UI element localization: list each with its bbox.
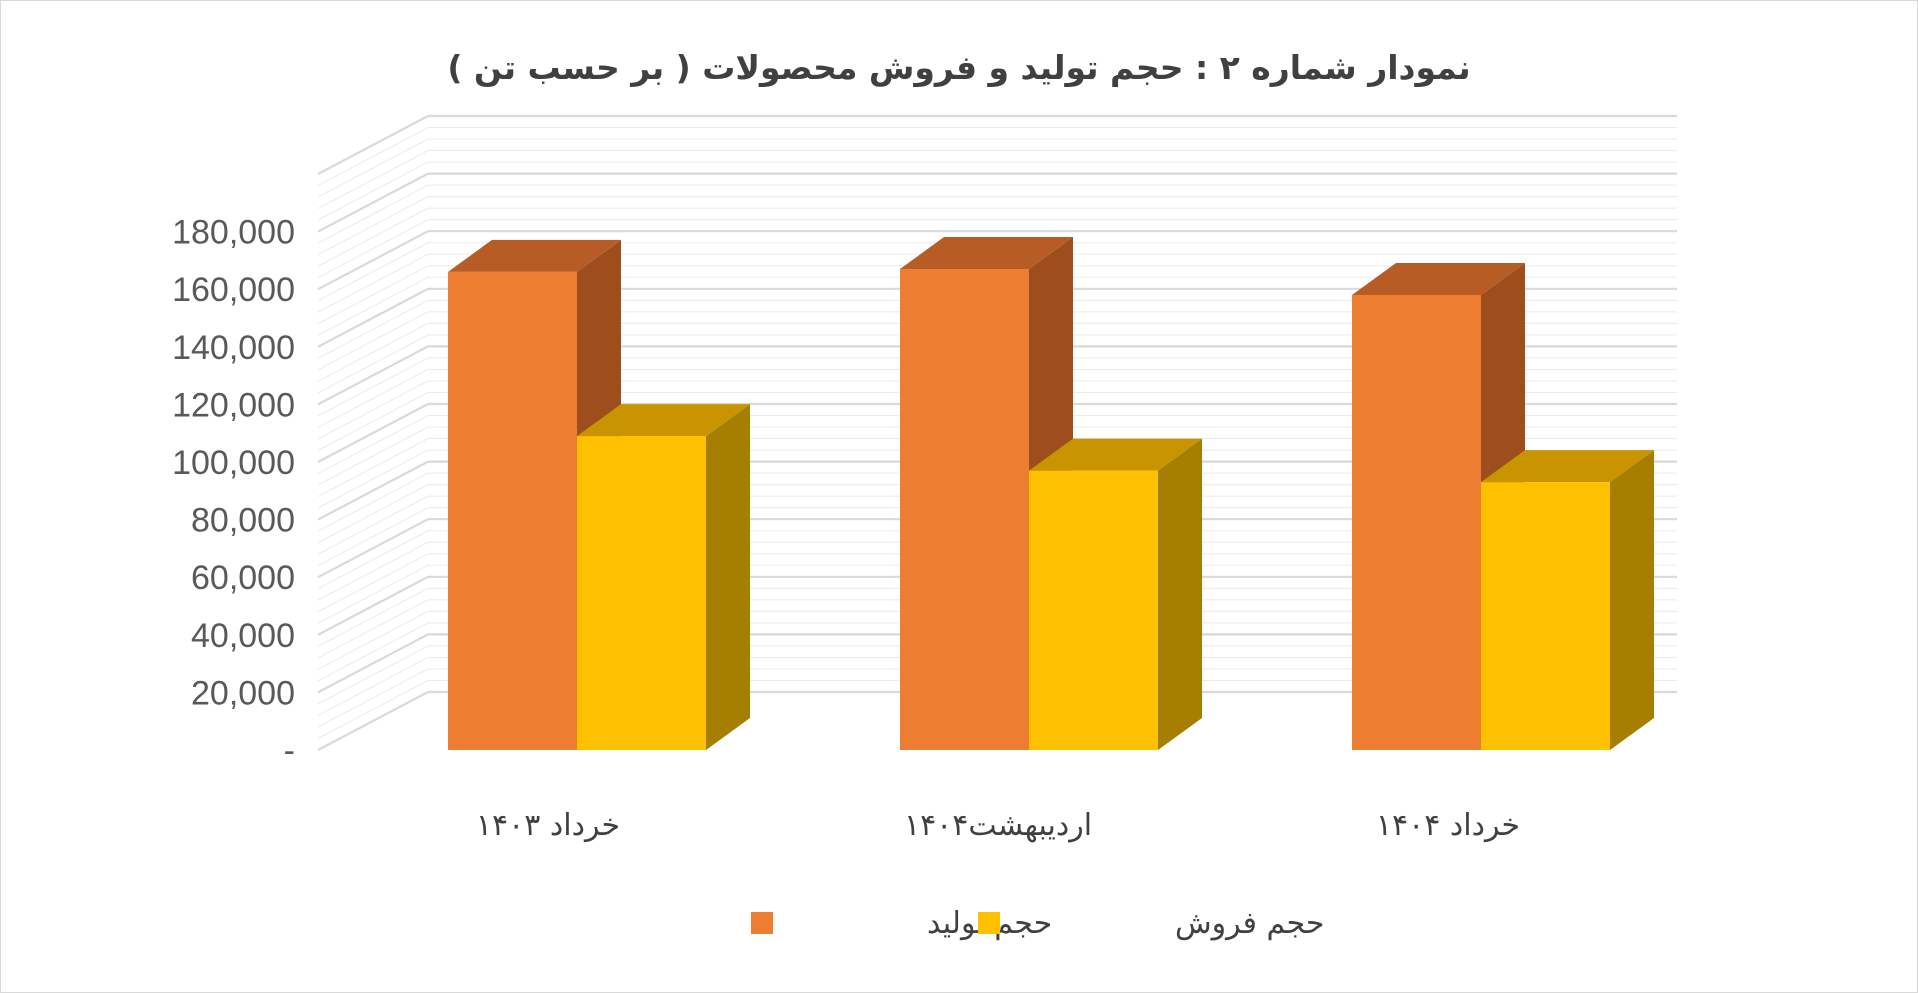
gridline-side-major (317, 575, 429, 636)
bar-top-sales (1481, 450, 1654, 483)
gridline-side-major (317, 345, 429, 406)
gridline-side-minor (317, 656, 429, 716)
gridline-side-minor (317, 311, 429, 371)
gridline-side-minor (317, 138, 429, 198)
y-tick-label: 60,000 (191, 559, 295, 597)
bar-top-production (1352, 262, 1525, 295)
bar-production (1352, 294, 1481, 750)
gridline-side-minor (317, 449, 429, 509)
gridline-side-minor (317, 357, 429, 417)
gridline-side-minor (317, 645, 429, 705)
gridline-side-minor (317, 507, 429, 567)
gridline-side-minor (317, 426, 429, 486)
gridline-side-minor (317, 368, 429, 428)
bar-production (900, 269, 1029, 750)
y-tick-label: 140,000 (172, 329, 295, 367)
gridline-side-minor (317, 265, 429, 325)
gridline-side-minor (317, 392, 429, 451)
x-axis-ticks: خرداد ۱۴۰۳ اردیبهشت۱۴۰۴ خرداد ۱۴۰۴ (476, 808, 1520, 843)
bar-top-sales (577, 404, 750, 437)
bar-sales (577, 436, 706, 750)
y-tick-label: - (284, 732, 295, 770)
y-tick-label: 180,000 (172, 214, 295, 252)
gridline-side-minor (317, 299, 429, 359)
y-tick-label: 20,000 (191, 674, 295, 712)
legend-swatch-production (751, 912, 773, 934)
gridline-side-major (317, 633, 429, 694)
bar-side-sales (1158, 438, 1202, 750)
gridline-side-minor (317, 207, 429, 267)
bar-sales (1481, 482, 1610, 750)
gridline-side-minor (317, 680, 429, 739)
gridline-side-minor (317, 495, 429, 555)
gridline-side-minor (317, 196, 429, 256)
gridline-side-minor (317, 484, 429, 544)
gridline-side-major (317, 172, 429, 233)
x-tick-label: اردیبهشت۱۴۰۴ (904, 808, 1092, 843)
y-tick-label: 40,000 (191, 617, 295, 655)
bar-production (448, 271, 577, 750)
x-tick-label: خرداد ۱۴۰۳ (476, 808, 620, 843)
y-tick-label: 160,000 (172, 271, 295, 309)
bar-side-sales (706, 404, 750, 750)
chart-title: نمودار شماره ۲ : حجم تولید و فروش محصولا… (447, 48, 1470, 88)
gridline-side-minor (317, 541, 429, 601)
x-tick-label: خرداد ۱۴۰۴ (1376, 808, 1520, 843)
gridline-side-minor (317, 668, 429, 728)
gridline-side-minor (317, 276, 429, 336)
gridline-side-minor (317, 334, 429, 394)
y-tick-label: 120,000 (172, 386, 295, 424)
gridline-side-minor (317, 564, 429, 624)
gridline-side-major (317, 691, 429, 751)
gridline-side-minor (317, 161, 429, 221)
y-tick-label: 80,000 (191, 502, 295, 540)
gridline-side-major (317, 230, 429, 291)
gridline-side-minor (317, 530, 429, 590)
bars (448, 237, 1654, 751)
gridline-side-minor (317, 587, 429, 647)
gridline-side-minor (317, 184, 429, 244)
bar-top-production (900, 237, 1073, 270)
bar-side-sales (1610, 450, 1654, 750)
gridline-side-minor (317, 553, 429, 613)
gridline-side-major (317, 403, 429, 463)
gridline-side-minor (317, 380, 429, 440)
legend-swatch-sales (978, 912, 1000, 934)
y-tick-label: 100,000 (172, 444, 295, 482)
gridline-side-minor (317, 610, 429, 670)
gridline-side-major (317, 287, 429, 348)
gridline-side-minor (317, 150, 429, 210)
legend: حجم تولید حجم فروش (751, 906, 1324, 941)
gridline-side-minor (317, 415, 429, 474)
gridline-side-major (317, 115, 429, 175)
y-axis-ticks: - 20,000 40,000 60,000 80,000 100,000 120,000 1… (172, 214, 295, 770)
gridline-side-minor (317, 599, 429, 659)
gridline-side-minor (317, 622, 429, 682)
legend-label-sales: حجم فروش (1175, 906, 1324, 941)
gridline-side-minor (317, 219, 429, 279)
gridline-side-major (317, 518, 429, 579)
bar-sales (1029, 470, 1158, 750)
gridline-side-major (317, 460, 429, 521)
gridline-side-minor (317, 322, 429, 382)
gridline-side-minor (317, 242, 429, 302)
bar-top-production (448, 239, 621, 272)
gridline-side-minor (317, 438, 429, 498)
bar-top-sales (1029, 438, 1202, 471)
gridline-side-minor (317, 253, 429, 313)
gridline-side-minor (317, 472, 429, 532)
gridline-side-minor (317, 127, 429, 186)
